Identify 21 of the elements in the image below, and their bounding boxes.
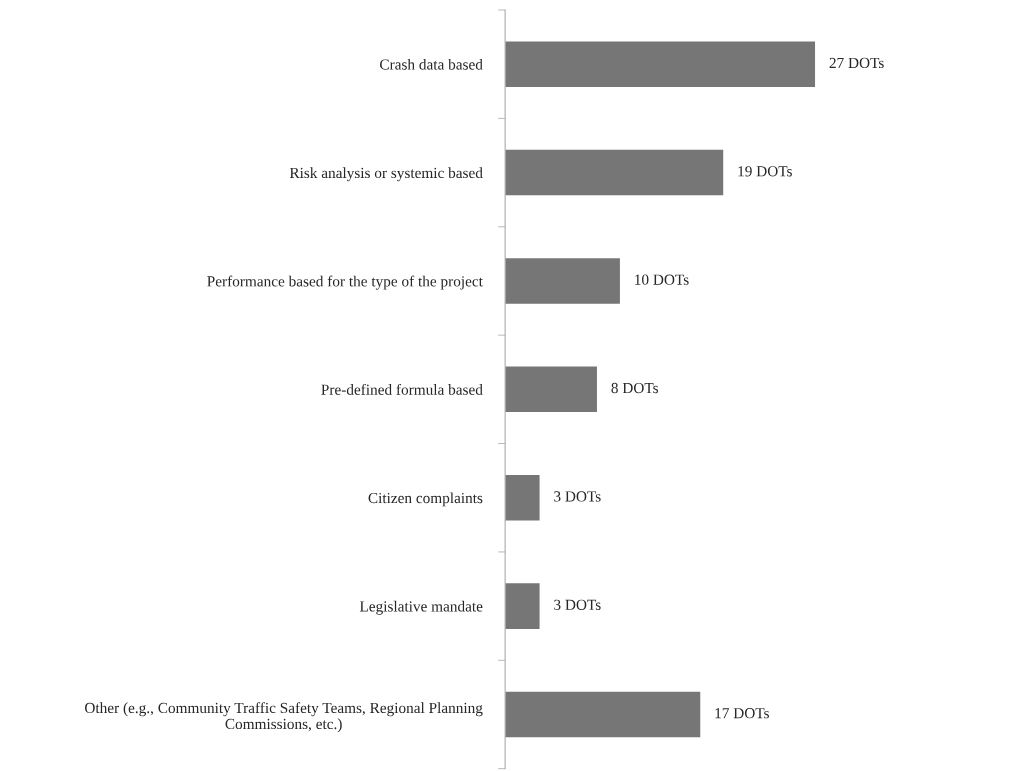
- data-label: 17 DOTs: [715, 708, 769, 719]
- bar: [505, 41, 816, 87]
- y-tick-label: Pre-defined formula based: [321, 383, 483, 395]
- data-label: 19 DOTs: [738, 166, 792, 177]
- y-tick-label: Citizen complaints: [368, 492, 483, 507]
- bar: [505, 149, 724, 196]
- y-tick-label: Other (e.g., Community Traffic Safety Teams, Regional Planning Commissions, etc.): [85, 702, 483, 733]
- bar: [505, 583, 540, 629]
- y-tick-label: Legislative mandate: [359, 600, 483, 615]
- bar: [505, 366, 597, 413]
- data-label: 3 DOTs: [554, 491, 601, 502]
- data-label: 8 DOTs: [611, 382, 659, 394]
- y-tick-label: Crash data based: [380, 58, 483, 70]
- bar: [505, 474, 540, 521]
- data-label: 10 DOTs: [635, 274, 689, 285]
- y-tick-label: Risk analysis or systemic based: [289, 167, 483, 182]
- bar: [505, 691, 701, 738]
- data-label: 27 DOTs: [829, 57, 884, 69]
- bar: [505, 258, 620, 304]
- data-label: 3 DOTs: [554, 599, 601, 610]
- y-tick-label: Performance based for the type of the project: [207, 275, 483, 290]
